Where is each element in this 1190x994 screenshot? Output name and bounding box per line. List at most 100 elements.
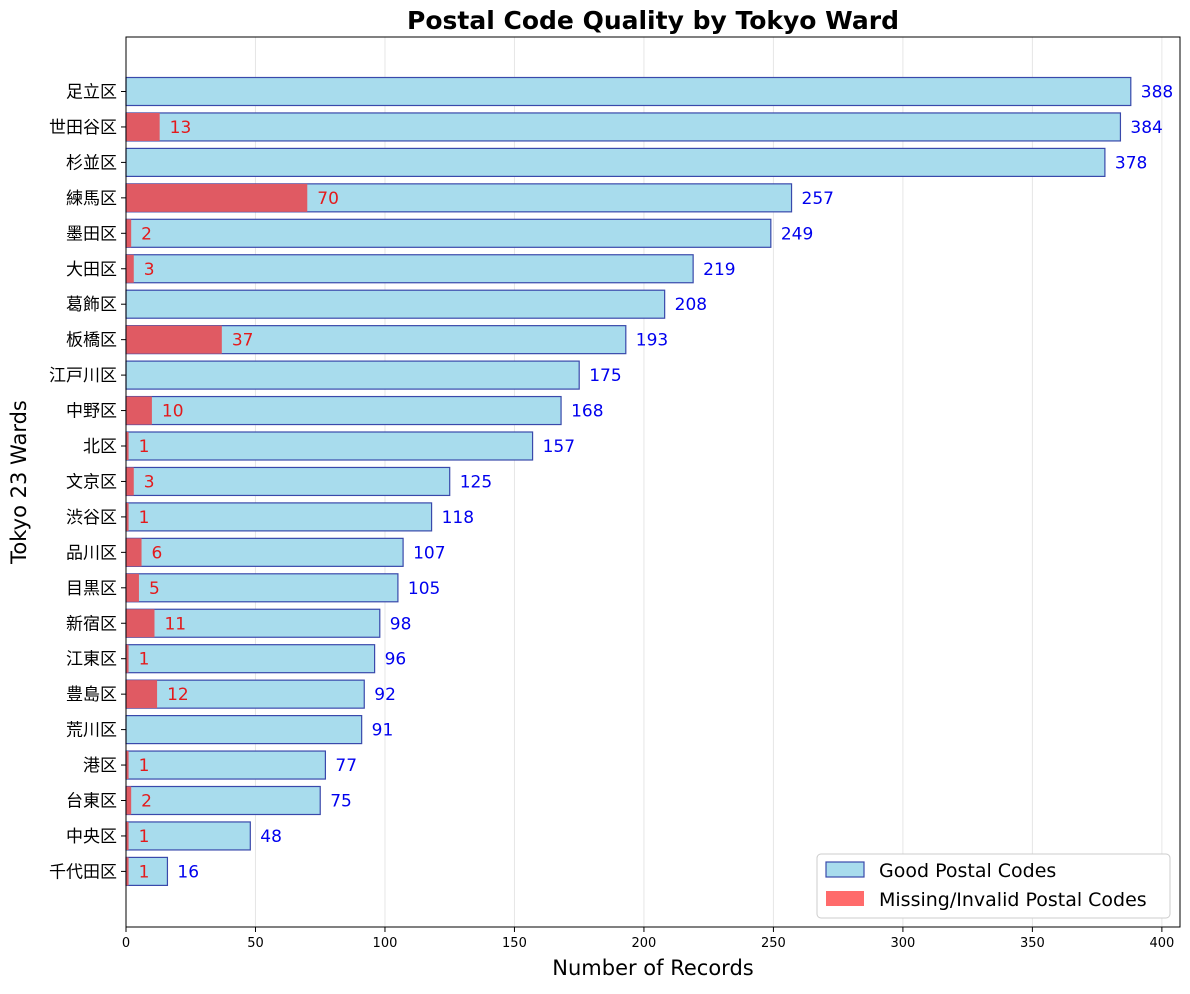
bar-missing [126, 680, 158, 709]
bar-good [125, 856, 169, 887]
legend-swatch-missing [826, 891, 864, 906]
x-tick-label: 100 [373, 936, 398, 951]
bar-missing [126, 644, 129, 673]
value-label-missing: 3 [144, 472, 155, 492]
value-label-missing: 2 [141, 224, 152, 244]
value-label-good: 16 [177, 862, 199, 882]
bar-missing [126, 432, 129, 460]
bar-good [125, 466, 451, 497]
y-tick-label: 世田谷区 [49, 118, 117, 138]
value-label-missing: 5 [149, 579, 160, 599]
bar-missing [126, 254, 134, 283]
bar-good [125, 147, 1106, 177]
plot-frame [125, 36, 1181, 928]
y-tick-label: 足立区 [66, 83, 117, 103]
y-tick-label: 杉並区 [66, 153, 117, 173]
value-label-missing: 1 [139, 508, 150, 528]
bar-missing [126, 183, 308, 212]
value-label-good: 384 [1130, 118, 1162, 138]
y-tick-label: 荒川区 [66, 721, 117, 741]
y-tick-label: 千代田区 [49, 862, 117, 882]
bar-missing [126, 609, 155, 638]
value-label-good: 208 [675, 295, 707, 315]
y-tick-label: 北区 [83, 437, 117, 457]
x-axis-label: Number of Records [552, 956, 753, 980]
value-label-good: 118 [442, 508, 474, 528]
value-label-missing: 1 [139, 862, 150, 882]
value-label-good: 168 [571, 402, 603, 422]
bar-good [125, 502, 433, 532]
bar-good [125, 714, 363, 745]
y-tick-label: 大田区 [66, 260, 117, 280]
value-label-good: 175 [589, 366, 621, 386]
y-tick-label: 江東区 [66, 650, 117, 670]
bar-good [125, 112, 1122, 142]
value-label-missing: 2 [141, 792, 152, 812]
bar-missing [126, 396, 152, 425]
value-label-missing: 1 [139, 827, 150, 847]
value-label-good: 107 [413, 543, 445, 563]
y-tick-label: 江戸川区 [49, 366, 117, 386]
bar-good [125, 537, 404, 567]
y-tick-label: 文京区 [66, 472, 117, 492]
value-label-missing: 37 [232, 331, 254, 351]
bar-missing [126, 857, 129, 886]
value-label-missing: 11 [164, 614, 186, 634]
chart-title: Postal Code Quality by Tokyo Ward [407, 6, 899, 35]
bar-missing [126, 786, 132, 815]
y-tick-label: 港区 [83, 756, 117, 776]
y-tick-label: 中央区 [66, 827, 117, 847]
x-tick-label: 50 [247, 936, 264, 951]
bar-good [125, 289, 666, 319]
legend-label-good: Good Postal Codes [879, 860, 1056, 882]
value-label-good: 219 [703, 260, 735, 280]
value-label-missing: 3 [144, 260, 155, 280]
value-label-good: 96 [385, 650, 407, 670]
bar-missing [126, 538, 142, 567]
value-label-good: 77 [335, 756, 357, 776]
y-tick-label: 板橋区 [66, 331, 117, 351]
y-tick-label: 台東区 [66, 792, 117, 812]
value-label-missing: 70 [317, 189, 339, 209]
bars [125, 76, 1132, 887]
legend-swatch-good [825, 861, 865, 878]
value-label-good: 157 [543, 437, 575, 457]
bar-missing [126, 751, 129, 780]
bar-good [125, 254, 694, 284]
value-label-missing: 10 [162, 402, 184, 422]
bar-missing [126, 573, 139, 602]
bar-good [125, 218, 772, 248]
value-label-good: 378 [1115, 153, 1147, 173]
value-label-good: 92 [374, 685, 396, 705]
x-axis-ticks: 0 50 100 150 200 250 300 350 400 [122, 927, 1174, 951]
value-label-good: 193 [636, 331, 668, 351]
value-label-good: 98 [390, 614, 412, 634]
bar-good [125, 431, 534, 461]
x-tick-label: 300 [890, 936, 915, 951]
value-label-good: 249 [781, 224, 813, 244]
bar-missing [126, 112, 160, 141]
bar-missing [126, 502, 129, 531]
x-tick-label: 400 [1149, 936, 1174, 951]
bar-good [125, 76, 1132, 107]
bar-good [125, 679, 365, 709]
bar-missing [126, 219, 132, 248]
legend-label-missing: Missing/Invalid Postal Codes [879, 889, 1147, 911]
value-label-missing: 13 [170, 118, 192, 138]
value-label-good: 257 [802, 189, 834, 209]
bar-missing [126, 821, 129, 850]
y-axis-label: Tokyo 23 Wards [7, 400, 31, 565]
y-tick-label: 中野区 [66, 402, 117, 422]
bar-good [125, 750, 327, 780]
bar-missing [126, 467, 134, 496]
y-tick-label: 葛飾区 [66, 295, 117, 315]
y-tick-label: 品川区 [66, 543, 117, 563]
x-tick-label: 250 [761, 936, 786, 951]
bar-good [125, 785, 321, 816]
bar-good [125, 360, 580, 390]
value-label-missing: 1 [139, 650, 150, 670]
y-tick-label: 墨田区 [66, 224, 117, 244]
